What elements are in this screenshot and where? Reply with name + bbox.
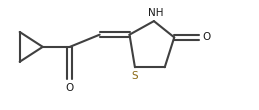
- Text: NH: NH: [148, 8, 163, 18]
- Text: S: S: [132, 71, 138, 81]
- Text: O: O: [66, 83, 74, 93]
- Text: O: O: [202, 32, 210, 42]
